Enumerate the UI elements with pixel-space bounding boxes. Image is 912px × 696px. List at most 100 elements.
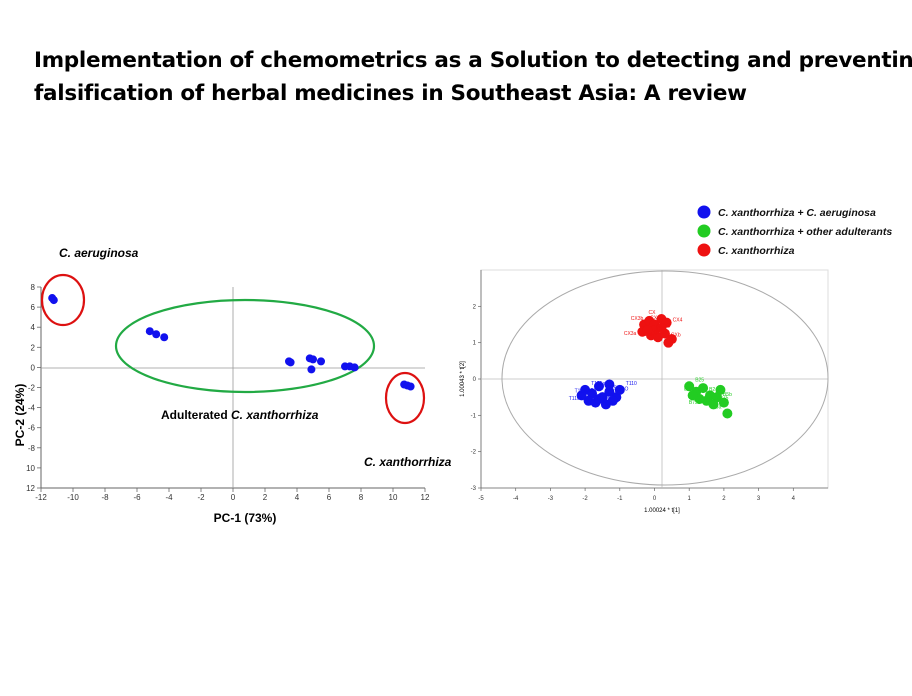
point-label: CX4b bbox=[650, 316, 663, 322]
right-x-tick-label: -2 bbox=[582, 496, 588, 502]
data-point bbox=[715, 384, 726, 395]
left-y-tick-label: -8 bbox=[28, 444, 36, 453]
data-point bbox=[49, 296, 58, 305]
left-y-ticks: 8 6 4 2 0 -2 -4 -6 -8 10 12 bbox=[26, 283, 41, 493]
point-label: CX4 bbox=[673, 318, 683, 324]
left-y-tick-label: 12 bbox=[26, 484, 35, 493]
right-x-tick-label: 2 bbox=[722, 496, 726, 502]
point-label: CX3a bbox=[624, 331, 637, 337]
right-x-tick-label: 4 bbox=[792, 496, 796, 502]
data-point bbox=[307, 365, 316, 374]
point-label: B5b bbox=[723, 392, 732, 398]
right-chart: -5 -4 -3 -2 -1 0 1 2 3 4 -3 -2 -1 0 1 2 1.00024 * t[1]… bbox=[460, 205, 892, 514]
title-line-1: Implementation of chemometrics as a Solu… bbox=[34, 48, 912, 73]
data-point bbox=[152, 330, 161, 339]
point-label: B0 bbox=[684, 387, 690, 393]
right-y-tick-label: -2 bbox=[471, 450, 477, 456]
left-y-tick-label: -6 bbox=[28, 424, 36, 433]
right-y-tick-label: 2 bbox=[473, 304, 477, 310]
annotation-adulterated: Adulterated C. xanthorrhiza bbox=[161, 408, 319, 422]
legend-marker bbox=[697, 243, 711, 257]
right-y-ticks: -3 -2 -1 0 1 2 bbox=[471, 304, 481, 492]
point-label: T1BO bbox=[615, 387, 628, 393]
data-point bbox=[593, 393, 604, 404]
point-label: T1B0 bbox=[584, 388, 596, 394]
left-x-tick-label: 12 bbox=[421, 493, 430, 502]
green-ellipse bbox=[114, 298, 376, 394]
data-point bbox=[309, 355, 317, 364]
point-label: Cxa bbox=[643, 332, 652, 338]
left-x-tick-label: 0 bbox=[231, 493, 236, 502]
left-y-tick-label: 6 bbox=[31, 303, 36, 312]
point-label: T125b bbox=[605, 385, 619, 391]
data-point bbox=[698, 383, 709, 394]
point-label: B bbox=[706, 398, 710, 404]
right-x-ticks: -5 -4 -3 -2 -1 0 1 2 3 4 bbox=[478, 488, 796, 502]
left-x-tick-label: 6 bbox=[327, 493, 332, 502]
left-y-tick-label: -2 bbox=[28, 384, 36, 393]
legend-marker bbox=[697, 224, 711, 238]
right-x-tick-label: -1 bbox=[617, 496, 623, 502]
left-y-axis-label: PC-2 (24%) bbox=[13, 384, 27, 447]
point-label: CX2 bbox=[657, 326, 667, 332]
data-point bbox=[317, 357, 325, 366]
left-y-tick-label: 10 bbox=[26, 464, 35, 473]
left-x-tick-label: -12 bbox=[35, 493, 47, 502]
point-label: T110b bbox=[569, 396, 583, 402]
legend-label: C. xanthorrhiza + C. aeruginosa bbox=[718, 207, 876, 219]
title-line-2: falsification of herbal medicines in Sou… bbox=[34, 81, 747, 106]
left-x-tick-label: -8 bbox=[101, 493, 109, 502]
data-point bbox=[576, 390, 587, 401]
right-y-tick-label: 0 bbox=[473, 377, 477, 383]
legend-label: C. xanthorrhiza bbox=[718, 245, 795, 257]
right-x-tick-label: 1 bbox=[688, 496, 692, 502]
point-label: T140b bbox=[596, 396, 610, 402]
red-ellipse-xanthorrhiza bbox=[384, 371, 426, 425]
left-y-tick-label: 2 bbox=[31, 343, 36, 352]
data-point bbox=[604, 386, 615, 397]
left-x-ticks: -12 -10 -8 -6 -4 -2 0 2 4 6 8 10 12 bbox=[35, 488, 430, 502]
point-label: B25 bbox=[695, 377, 704, 383]
annotation-adulterated-prefix: Adulterated bbox=[161, 408, 231, 422]
left-x-tick-label: -10 bbox=[67, 493, 79, 502]
left-x-tick-label: -4 bbox=[165, 493, 173, 502]
point-label: CX3 bbox=[661, 324, 671, 330]
hotelling-ellipse bbox=[501, 270, 829, 486]
data-point bbox=[708, 399, 719, 410]
right-x-axis-label: 1.00024 * t[1] bbox=[644, 508, 680, 514]
data-point bbox=[160, 333, 169, 342]
right-y-tick-label: -3 bbox=[471, 486, 477, 492]
left-x-axis-label: PC-1 (73%) bbox=[214, 511, 277, 525]
left-x-tick-label: 10 bbox=[389, 493, 398, 502]
right-y-tick-label: -1 bbox=[471, 413, 477, 419]
data-point bbox=[607, 395, 618, 406]
point-label: B2 bbox=[709, 387, 715, 393]
point-label: CX3b bbox=[631, 316, 644, 322]
right-x-tick-label: 3 bbox=[757, 496, 761, 502]
point-label: B50 bbox=[709, 398, 718, 404]
right-y-tick-label: 1 bbox=[473, 341, 477, 347]
data-point bbox=[656, 323, 667, 334]
point-label: CX2b bbox=[653, 330, 666, 336]
point-label: T160 bbox=[602, 402, 614, 408]
left-x-tick-label: -2 bbox=[197, 493, 205, 502]
point-label: T125 bbox=[575, 389, 587, 395]
left-x-tick-label: 8 bbox=[359, 493, 364, 502]
data-point bbox=[663, 337, 674, 348]
left-y-tick-label: 4 bbox=[31, 323, 36, 332]
point-label: T110 bbox=[626, 381, 637, 387]
data-point bbox=[642, 324, 653, 335]
legend-marker bbox=[697, 205, 711, 219]
point-label: B5a bbox=[712, 405, 721, 411]
left-y-tick-label: 0 bbox=[31, 363, 36, 372]
point-label: B75 bbox=[719, 395, 728, 401]
left-x-tick-label: 2 bbox=[263, 493, 268, 502]
data-point bbox=[604, 379, 615, 390]
point-label: B5 bbox=[698, 386, 704, 392]
left-x-tick-label: -6 bbox=[133, 493, 141, 502]
data-point bbox=[593, 381, 604, 392]
left-y-tick-label: -4 bbox=[28, 404, 36, 413]
annotation-c-aeruginosa: C. aeruginosa bbox=[59, 246, 139, 260]
right-x-tick-label: -5 bbox=[478, 496, 484, 502]
